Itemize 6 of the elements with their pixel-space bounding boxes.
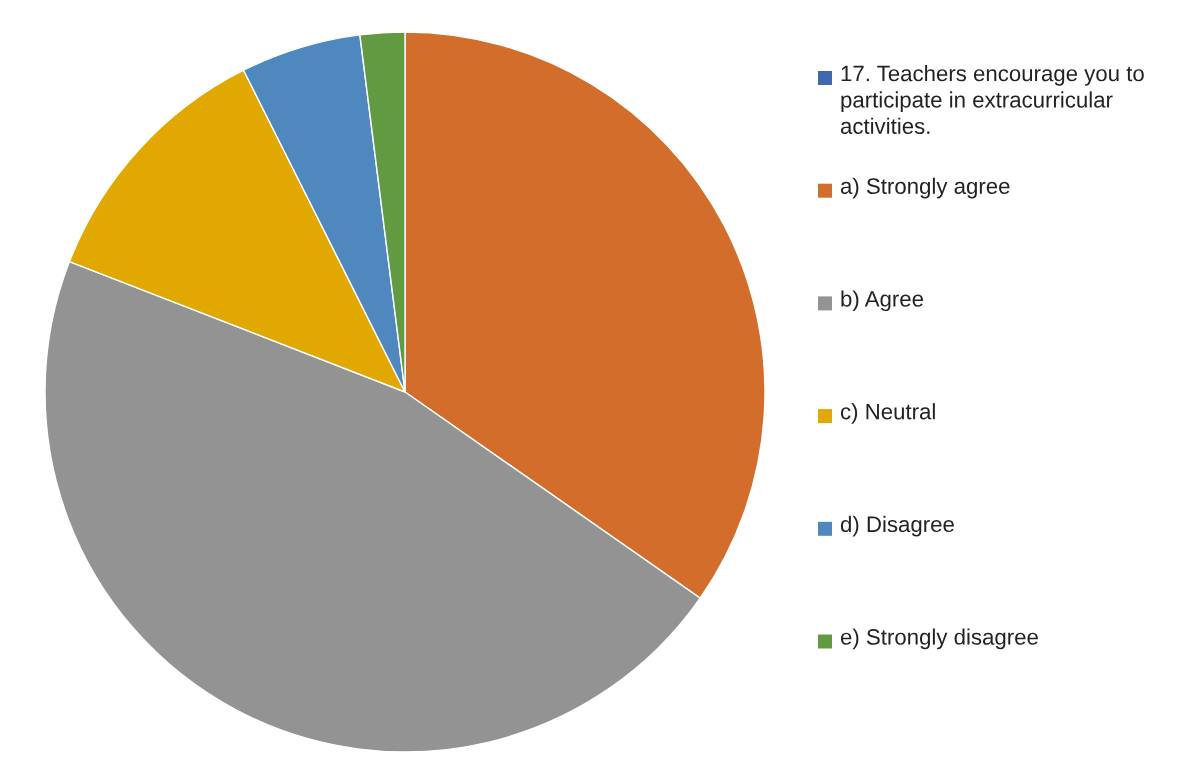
legend-label: 17. Teachers encourage you to participate in extracurricular activities. <box>840 65 1144 135</box>
legend-label: d) Disagree <box>840 515 954 537</box>
legend-label: c) Neutral <box>840 403 935 424</box>
legend-label: e) Strongly disagree <box>840 628 1038 650</box>
legend-label: a) Strongly agree <box>840 177 1010 199</box>
legend-label: b) Agree <box>841 290 924 312</box>
